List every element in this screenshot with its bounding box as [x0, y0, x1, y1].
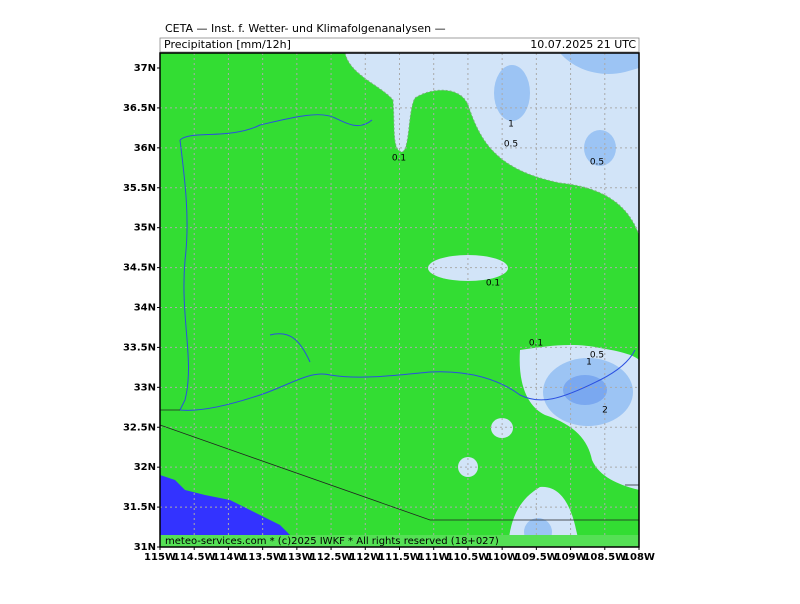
map-field: [160, 53, 639, 547]
contour-label: 1: [508, 120, 514, 130]
lat-label: 32.5N: [123, 422, 156, 433]
lon-label: 113.5W: [241, 552, 284, 563]
border: [160, 409, 639, 521]
lat-label: 34N: [134, 303, 156, 314]
lat-label: 33N: [134, 382, 156, 393]
grid: [160, 53, 639, 547]
contour-label: 1: [586, 358, 592, 368]
contour-label: 0.1: [392, 154, 406, 164]
lon-label: 108W: [623, 552, 655, 563]
lon-label: 110W: [486, 552, 518, 563]
lat-label: 36.5N: [123, 103, 156, 114]
lat-label: 35N: [134, 223, 156, 234]
contour-label: 0.5: [590, 351, 604, 361]
lon-label: 111W: [418, 552, 450, 563]
lat-label: 31.5N: [123, 502, 156, 513]
footer: meteo-services.com * (c)2025 IWKF * All …: [165, 536, 499, 547]
lat-label: 32N: [134, 462, 156, 473]
precip-area: [494, 65, 530, 121]
lat-label: 36N: [134, 143, 156, 154]
lon-label: 108.5W: [583, 552, 626, 563]
lon-label: 112W: [349, 552, 381, 563]
lon-label: 109W: [555, 552, 587, 563]
footer-band: [160, 535, 639, 547]
contour-label: 0.5: [590, 158, 604, 168]
contour-label: 0.1: [486, 279, 500, 289]
precip-area: [344, 53, 639, 236]
lat-label: 37N: [134, 63, 156, 74]
contour-label: 0.5: [504, 140, 518, 150]
title: CETA — Inst. f. Wetter- und Klimafolgena…: [165, 22, 446, 35]
lon-label: 109.5W: [515, 552, 558, 563]
river: [179, 114, 636, 411]
contour-label: 0.1: [529, 339, 543, 349]
header-box: [159, 37, 640, 53]
lon-label: 112.5W: [310, 552, 353, 563]
lat-label: 31N: [134, 542, 156, 553]
lon-label: 113W: [281, 552, 313, 563]
valid-time: 10.07.2025 21 UTC: [530, 38, 636, 51]
lon-label: 115W: [144, 552, 176, 563]
lat-label: 34.5N: [123, 263, 156, 274]
lon-label: 111.5W: [378, 552, 421, 563]
lat-label: 33.5N: [123, 342, 156, 353]
lon-label: 114W: [212, 552, 244, 563]
variable: Precipitation [mm/12h]: [164, 38, 291, 51]
precip-area: [560, 53, 639, 74]
lon-label: 110.5W: [447, 552, 490, 563]
precip-area: [458, 457, 478, 477]
lon-label: 114.5W: [173, 552, 216, 563]
lat-label: 35.5N: [123, 183, 156, 194]
contour-label: 2: [602, 406, 608, 416]
